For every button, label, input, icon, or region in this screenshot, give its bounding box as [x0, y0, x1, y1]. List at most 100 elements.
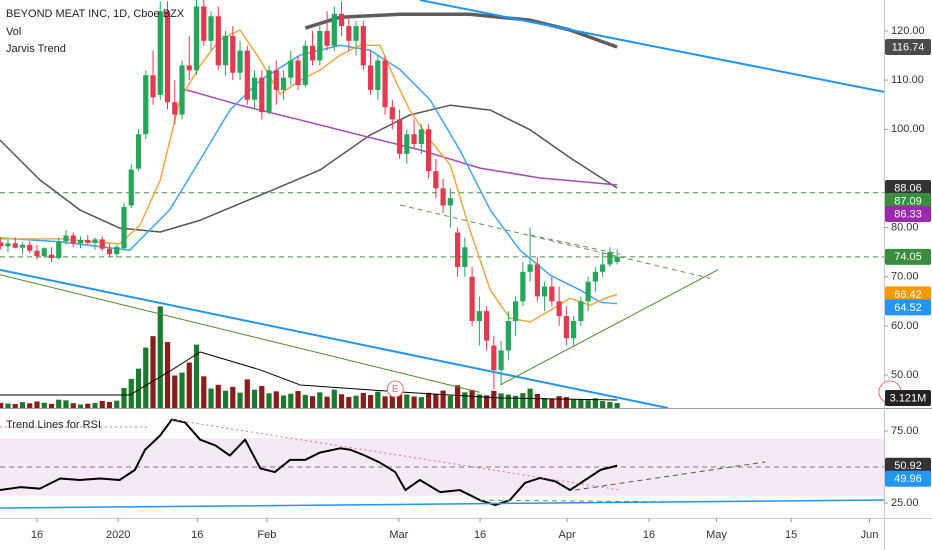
price-badge-label: 116.74: [892, 41, 925, 53]
volume-bar: [222, 390, 229, 408]
volume-bar: [614, 403, 620, 408]
candle-body: [99, 239, 105, 249]
candle-body: [614, 256, 620, 263]
trend-line: [400, 204, 711, 279]
candle-body: [389, 107, 395, 120]
volume-bar: [237, 392, 243, 408]
volume-bar: [302, 394, 308, 408]
candle-body: [106, 248, 113, 255]
moving-average: [179, 87, 618, 186]
x-tick-label: 16: [474, 529, 486, 541]
volume-bar: [259, 385, 265, 408]
candle-body: [172, 102, 178, 115]
event-marker: [386, 380, 404, 398]
volume-bar: [77, 404, 84, 408]
candle-body: [476, 311, 482, 321]
volume-bar: [331, 389, 337, 408]
volume-bar: [425, 392, 432, 408]
volume-bar: [0, 402, 4, 408]
x-tick-label: 2020: [106, 529, 130, 541]
volume-bar: [563, 397, 569, 408]
candle-body: [498, 350, 504, 371]
x-tick-label: Feb: [257, 529, 276, 541]
candle-body: [288, 60, 294, 78]
price-badge-label: 74.05: [894, 251, 922, 263]
candle-body: [143, 75, 149, 135]
candle-body: [92, 239, 98, 243]
y-tick-label: 60.00: [891, 320, 919, 332]
volume-bar: [367, 395, 374, 408]
candle-body: [418, 129, 424, 145]
candle-body: [135, 134, 142, 169]
volume-bar: [201, 376, 207, 408]
volume-bar: [382, 396, 388, 408]
volume-bar: [135, 368, 142, 408]
candle-body: [56, 241, 62, 259]
volume-bar: [150, 336, 156, 408]
volume-bar: [513, 395, 519, 408]
x-tick-label: May: [706, 529, 727, 541]
candle-body: [331, 13, 337, 46]
volume-bar: [157, 306, 163, 408]
candle-body: [19, 244, 26, 248]
candle-body: [41, 248, 47, 257]
price-badge-label: 86.33: [894, 208, 922, 220]
candle-body: [462, 247, 468, 267]
indicator-label: Vol: [6, 26, 21, 38]
candle-body: [483, 311, 490, 341]
trend-line: [500, 269, 719, 386]
candle-body: [179, 65, 185, 115]
x-tick-label: Apr: [559, 529, 576, 541]
volume-bar: [128, 378, 134, 408]
x-tick-label: 16: [191, 529, 203, 541]
volume-bar: [186, 362, 192, 408]
price-badge-label: 49.96: [894, 473, 922, 485]
volume-bar: [346, 396, 352, 408]
volume-bar: [454, 385, 461, 408]
candle-body: [367, 65, 374, 90]
x-tick-label: Jun: [861, 529, 879, 541]
price-badge-label: 50.92: [894, 460, 922, 472]
candle-body: [425, 129, 432, 172]
candle-body: [433, 171, 439, 189]
candle-body: [280, 77, 287, 90]
volume-bar: [469, 389, 475, 408]
candle-body: [571, 320, 577, 339]
candle-body: [302, 45, 308, 86]
price-pane: E: [0, 0, 884, 408]
moving-average: [0, 104, 618, 233]
x-tick-label: Mar: [389, 529, 408, 541]
candle-body: [578, 301, 584, 321]
candle-body: [266, 70, 272, 113]
volume-bar: [433, 394, 439, 408]
volume-bar: [353, 395, 359, 408]
x-tick-label: 16: [31, 529, 43, 541]
candle-body: [70, 235, 76, 244]
volume-bar: [56, 399, 62, 408]
candle-body: [534, 264, 540, 297]
volume-bar: [396, 387, 403, 408]
price-badge: [885, 390, 931, 406]
volume-bar: [607, 401, 613, 408]
volume-bar: [215, 384, 221, 408]
candle-body: [324, 30, 330, 46]
candle-body: [215, 16, 221, 66]
candle-body: [259, 77, 265, 113]
volume-bar: [288, 393, 294, 408]
trend-line: [419, 0, 884, 93]
candle-body: [382, 60, 388, 108]
candle-body: [150, 75, 156, 98]
y-tick-label: 110.00: [891, 74, 924, 86]
candle-body: [556, 301, 562, 317]
candle-body: [230, 35, 236, 73]
trend-line: [171, 419, 621, 491]
volume-bar: [92, 403, 98, 408]
candle-body: [121, 206, 127, 249]
candle-body: [549, 286, 555, 302]
volume-bar: [309, 396, 316, 408]
volume-bar: [48, 403, 55, 408]
volume-bar: [208, 388, 214, 408]
candle-body: [48, 254, 55, 259]
candle-body: [585, 281, 591, 302]
price-badge: [885, 205, 931, 222]
